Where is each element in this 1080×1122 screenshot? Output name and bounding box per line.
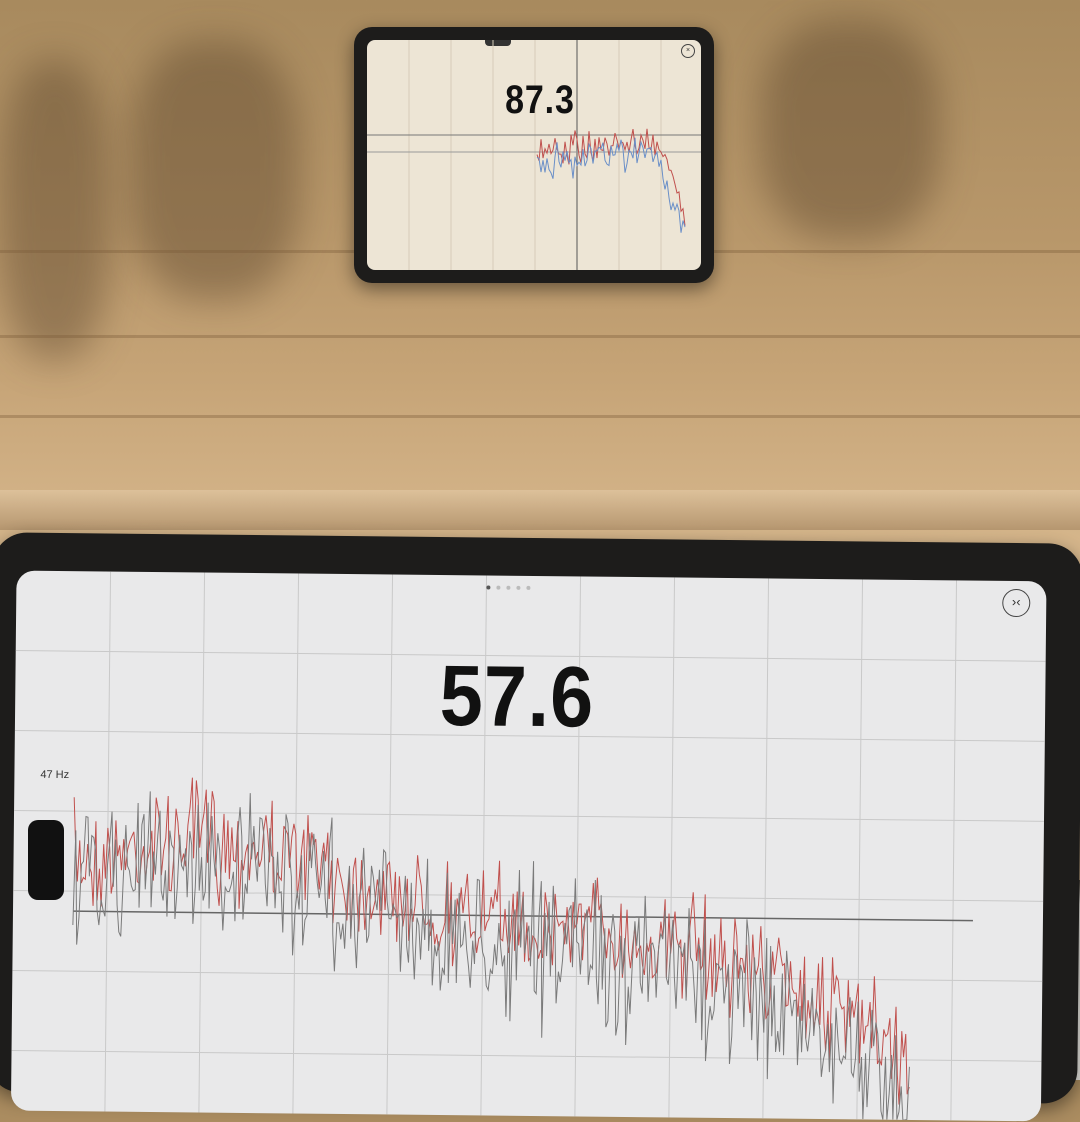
- spectrum-trace-red: [73, 777, 910, 1105]
- tablet-camera-edge: [28, 820, 64, 900]
- decibel-reading: 87.3: [505, 78, 575, 122]
- spectrum-trace-gray: [72, 791, 910, 1121]
- grid-line: [14, 810, 1044, 822]
- spectrum-chart-back: [367, 40, 701, 270]
- page-indicator[interactable]: [486, 585, 531, 590]
- close-icon[interactable]: ×: [681, 44, 695, 58]
- grid-line: [574, 576, 582, 1117]
- back-tablet-screen: 87.3 ×: [367, 40, 701, 270]
- grid-line: [11, 1050, 1042, 1062]
- grid-line: [762, 578, 770, 1119]
- front-tablet: ›‹ 57.6 47 Hz: [0, 532, 1080, 1122]
- frequency-label: 47 Hz: [40, 768, 70, 782]
- grid-line: [668, 577, 676, 1118]
- camera-notch: [485, 40, 511, 46]
- wood-seam: [0, 415, 1080, 418]
- grid-line: [15, 650, 1046, 662]
- grid-line: [950, 580, 958, 1121]
- back-tablet: 87.3 ×: [354, 27, 714, 283]
- grid-line: [13, 890, 1044, 902]
- front-tablet-screen: ›‹ 57.6 47 Hz: [10, 570, 1047, 1122]
- reflection-shadow: [760, 20, 940, 240]
- grid-line: [198, 572, 206, 1113]
- grid-line: [480, 575, 488, 1116]
- spectrum-chart-front: [11, 571, 1046, 1121]
- grid-line: [12, 970, 1043, 982]
- spectrum-trace-blue: [536, 137, 686, 233]
- grid-line: [104, 571, 112, 1112]
- reflection-shadow: [0, 60, 110, 360]
- collapse-icon[interactable]: ›‹: [1002, 588, 1031, 618]
- grid-line: [386, 574, 394, 1115]
- wood-seam: [0, 335, 1080, 338]
- grid-line: [14, 730, 1045, 742]
- grid-line: [856, 579, 864, 1120]
- reflection-shadow: [130, 40, 300, 300]
- reference-line: [72, 910, 973, 922]
- glass-edge: [0, 490, 1080, 530]
- decibel-reading: 57.6: [439, 647, 595, 746]
